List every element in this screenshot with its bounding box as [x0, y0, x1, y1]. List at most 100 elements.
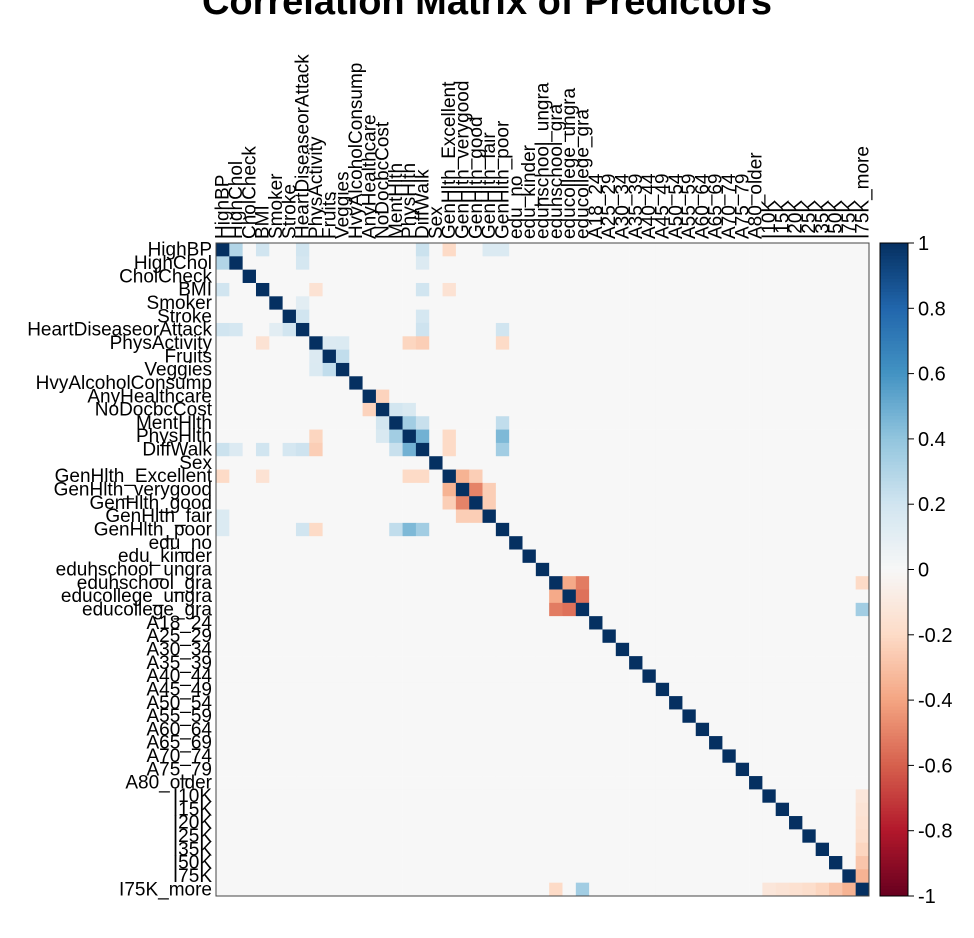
heatmap-cell — [842, 589, 856, 604]
heatmap-cell — [802, 456, 816, 470]
heatmap-cell — [415, 416, 430, 430]
colorbar-tick-label: -0.6 — [918, 755, 952, 777]
heatmap-cell — [242, 349, 257, 364]
heatmap-cell — [482, 816, 497, 830]
heatmap-cell — [509, 349, 523, 364]
heatmap-cell — [362, 536, 377, 550]
heatmap-cell — [415, 696, 430, 710]
heatmap-cell — [402, 616, 417, 630]
column-label: GenHlth_verygood — [453, 81, 474, 239]
colorbar-segment — [880, 451, 908, 456]
heatmap-cell — [829, 682, 843, 697]
heatmap-cell — [349, 669, 363, 684]
heatmap-cell — [815, 309, 830, 324]
heatmap-cell — [749, 456, 763, 470]
heatmap-cell — [815, 269, 830, 284]
heatmap-cell — [842, 549, 856, 564]
heatmap-cell — [669, 682, 683, 697]
heatmap-cell — [229, 442, 243, 457]
heatmap-cell — [282, 336, 297, 350]
heatmap-cell — [375, 282, 390, 297]
heatmap-cell — [709, 469, 723, 484]
heatmap-cell — [216, 456, 230, 470]
heatmap-cell — [295, 616, 310, 630]
heatmap-cell — [735, 442, 750, 457]
heatmap-cell — [602, 722, 617, 737]
colorbar-segment — [880, 860, 908, 864]
heatmap-cell — [442, 456, 457, 470]
heatmap-cell — [669, 789, 683, 804]
heatmap-cell — [589, 736, 603, 750]
heatmap-cell — [589, 282, 603, 297]
heatmap-cell — [242, 482, 257, 497]
heatmap-cell — [615, 509, 630, 524]
heatmap-cell — [682, 789, 697, 804]
heatmap-cell — [415, 776, 430, 790]
heatmap-cell — [642, 296, 657, 310]
colorbar-segment — [880, 654, 908, 659]
heatmap-cell — [255, 469, 270, 484]
heatmap-cell — [682, 856, 697, 870]
heatmap-cell — [509, 322, 523, 337]
heatmap-cell — [389, 536, 403, 550]
heatmap-cell — [282, 562, 297, 577]
heatmap-cell — [309, 696, 323, 710]
heatmap-cell — [455, 882, 470, 897]
heatmap-cell — [562, 549, 577, 564]
heatmap-cell — [255, 336, 270, 350]
heatmap-cell — [815, 256, 830, 270]
column-label: NoDocbcCost — [373, 121, 394, 239]
heatmap-cell — [482, 576, 497, 590]
heatmap-cell — [589, 442, 603, 457]
heatmap-cell — [575, 362, 590, 377]
heatmap-cell — [322, 789, 337, 804]
row-label: Sex — [179, 453, 212, 474]
heatmap-cell — [602, 562, 617, 577]
heatmap-cell — [549, 669, 563, 684]
row-label: A18_24 — [146, 613, 212, 634]
colorbar-segment — [880, 363, 908, 368]
heatmap-cell — [655, 749, 670, 764]
heatmap-cell — [655, 762, 670, 777]
heatmap-cell — [642, 549, 657, 564]
heatmap-cell — [695, 816, 710, 830]
heatmap-cell — [509, 629, 523, 644]
heatmap-cell — [749, 536, 763, 550]
heatmap-cell — [549, 589, 563, 604]
heatmap-cell — [669, 256, 683, 270]
heatmap-cell — [402, 842, 417, 857]
colorbar-segment — [880, 683, 908, 688]
heatmap-cell — [642, 816, 657, 830]
heatmap-cell — [469, 762, 483, 777]
heatmap-cell — [682, 362, 697, 377]
heatmap-cell — [855, 482, 870, 497]
heatmap-cell — [455, 696, 470, 710]
heatmap-cell — [855, 802, 870, 817]
heatmap-cell — [322, 482, 337, 497]
heatmap-cell — [229, 856, 243, 870]
heatmap-cell — [242, 496, 257, 510]
heatmap-cell — [349, 549, 363, 564]
heatmap-cell — [255, 829, 270, 843]
heatmap-cell — [535, 389, 550, 404]
colorbar-segment — [880, 579, 908, 583]
heatmap-cell — [216, 282, 230, 297]
heatmap-cell — [682, 802, 697, 817]
heatmap-cell — [335, 696, 350, 710]
heatmap-cell — [269, 336, 283, 350]
heatmap-cell — [682, 629, 697, 644]
colorbar-segment — [880, 530, 908, 534]
heatmap-cell — [575, 602, 590, 617]
heatmap-cell — [402, 829, 417, 843]
colorbar-segment — [880, 879, 908, 884]
heatmap-cell — [575, 642, 590, 657]
heatmap-cell — [695, 722, 710, 737]
heatmap-cell — [735, 682, 750, 697]
heatmap-cell — [309, 482, 323, 497]
heatmap-cell — [749, 709, 763, 724]
heatmap-cell — [349, 616, 363, 630]
heatmap-cell — [762, 549, 777, 564]
heatmap-cell — [642, 629, 657, 644]
heatmap-cell — [642, 269, 657, 284]
heatmap-cell — [669, 362, 683, 377]
